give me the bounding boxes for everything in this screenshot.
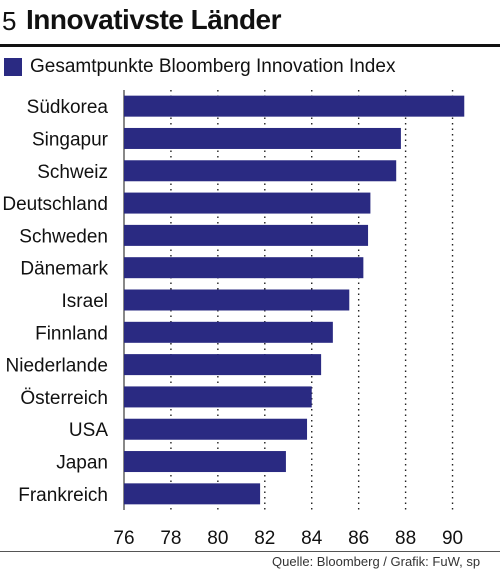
category-label: Japan <box>56 453 108 474</box>
category-label: Schweiz <box>37 162 108 183</box>
bar-chart: Südkorea Singapur Schweiz Deutschland Schwed… <box>2 90 465 549</box>
x-tick-label: 84 <box>301 528 323 549</box>
bar <box>124 483 261 505</box>
category-label: Singapur <box>32 129 109 150</box>
bottom-rule <box>0 551 500 552</box>
bar <box>124 192 371 214</box>
chart-header: 5 Innovativste Länder <box>0 0 500 47</box>
bar <box>124 418 308 440</box>
bar <box>124 95 465 117</box>
legend-label: Gesamtpunkte Bloomberg Innovation Index <box>30 56 396 77</box>
legend-swatch <box>4 58 22 76</box>
x-tick-label: 80 <box>207 528 228 549</box>
category-label: Schweden <box>19 226 108 247</box>
category-label: USA <box>69 420 108 441</box>
x-tick-label: 86 <box>348 528 369 549</box>
x-tick-label: 76 <box>113 528 134 549</box>
bars <box>124 95 465 505</box>
x-tick-label: 82 <box>254 528 275 549</box>
category-label: Frankreich <box>18 485 108 506</box>
category-label: Deutschland <box>2 194 108 215</box>
category-label: Finnland <box>35 323 108 344</box>
x-tick-label: 78 <box>160 528 181 549</box>
category-label: Israel <box>62 291 108 312</box>
category-label: Südkorea <box>27 97 109 118</box>
source-note: Quelle: Bloomberg / Grafik: FuW, sp <box>272 554 481 569</box>
x-tick-label: 90 <box>442 528 463 549</box>
x-tick-label: 88 <box>395 528 416 549</box>
bar <box>124 321 333 343</box>
bar <box>124 160 397 182</box>
bar <box>124 289 350 311</box>
chart-title: Innovativste Länder <box>26 4 282 35</box>
bar <box>124 127 401 149</box>
category-label: Dänemark <box>20 259 108 280</box>
bar <box>124 224 369 246</box>
bar <box>124 386 312 408</box>
chart-number: 5 <box>2 6 17 36</box>
bar <box>124 451 286 473</box>
header-rule <box>0 44 500 47</box>
category-label: Österreich <box>20 388 108 409</box>
bar <box>124 354 322 376</box>
x-tick-labels: 76 78 80 82 84 86 88 90 <box>113 528 463 549</box>
bar <box>124 257 364 279</box>
category-label: Niederlande <box>6 356 108 377</box>
category-labels: Südkorea Singapur Schweiz Deutschland Schwed… <box>2 97 108 506</box>
